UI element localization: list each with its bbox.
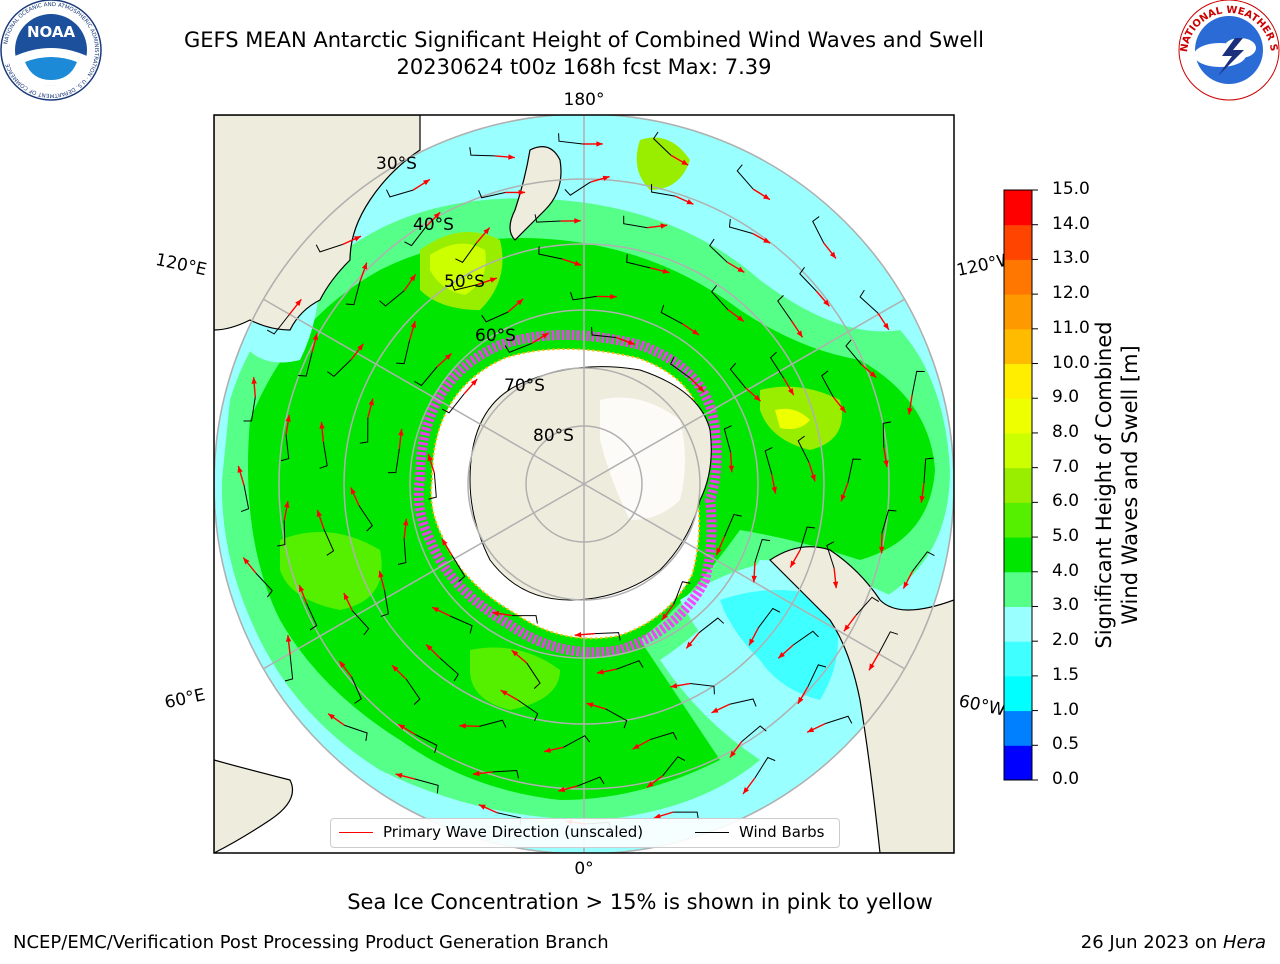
wave-direction-legend-label: Primary Wave Direction (unscaled)	[383, 823, 643, 841]
colorbar-segment	[1004, 468, 1032, 503]
colorbar-segment	[1004, 572, 1032, 607]
noaa-logo-text: NOAA	[27, 23, 76, 41]
colorbar-tick-label: 9.0	[1052, 387, 1079, 407]
colorbar-segment	[1004, 364, 1032, 399]
run-date-text: 26 Jun 2023 on	[1081, 932, 1223, 953]
colorbar-segment	[1004, 259, 1032, 294]
lon-label-180: 180°	[564, 90, 605, 110]
sea-ice-note: Sea Ice Concentration > 15% is shown in …	[0, 890, 1280, 914]
colorbar-segment	[1004, 606, 1032, 641]
colorbar-tick-label: 0.0	[1052, 769, 1079, 789]
colorbar-tick-label: 0.5	[1052, 734, 1079, 754]
colorbar-tick-label: 1.0	[1052, 700, 1079, 720]
map-area: 30°S 40°S 50°S 60°S 70°S 80°S	[214, 114, 954, 854]
colorbar-tick-label: 13.0	[1052, 248, 1090, 268]
lon-label-60w: 60°W	[957, 691, 1007, 720]
colorbar-segment	[1004, 190, 1032, 225]
machine-name: Hera	[1223, 932, 1266, 953]
colorbar-segment	[1004, 398, 1032, 433]
colorbar-tick-label: 7.0	[1052, 457, 1079, 477]
lat-label-60s: 60°S	[475, 326, 516, 346]
colorbar-tick-label: 5.0	[1052, 526, 1079, 546]
colorbar-tick-label: 3.0	[1052, 595, 1079, 615]
colorbar-segment	[1004, 711, 1032, 746]
colorbar-segment	[1004, 294, 1032, 329]
lat-label-80s: 80°S	[533, 426, 574, 446]
svg-text:NATIONAL WEATHER SERVICE: NATIONAL WEATHER SERVICE	[0, 0, 1279, 53]
nws-ring-text: NATIONAL WEATHER SERVICE	[0, 0, 1279, 53]
colorbar-segment	[1004, 745, 1032, 780]
colorbar-segment	[1004, 537, 1032, 572]
lon-label-0: 0°	[574, 859, 593, 879]
map-legend: Primary Wave Direction (unscaled) Wind B…	[330, 818, 840, 848]
wind-barb-legend-label: Wind Barbs	[739, 823, 824, 841]
colorbar-tick-label: 14.0	[1052, 214, 1090, 234]
lon-label-120e: 120°E	[154, 250, 209, 280]
colorbar-segment	[1004, 676, 1032, 711]
colorbar-segment	[1004, 502, 1032, 537]
nws-logo: NATIONAL WEATHER SERVICE	[0, 0, 1279, 100]
lat-label-70s: 70°S	[504, 376, 545, 396]
colorbar-segment	[1004, 433, 1032, 468]
colorbar-tick-label: 15.0	[1052, 179, 1090, 199]
lat-label-40s: 40°S	[413, 215, 454, 235]
colorbar-tick-label: 6.0	[1052, 491, 1079, 511]
colorbar-segment	[1004, 225, 1032, 260]
colorbar-tick-label: 2.0	[1052, 630, 1079, 650]
noaa-logo: NOAA NATIONAL OCEANIC AND ATMOSPHERIC AD…	[1, 0, 101, 100]
lon-label-60e: 60°E	[163, 685, 207, 713]
colorbar-label-line1: Significant Height of Combined	[1091, 321, 1117, 648]
colorbar-segment	[1004, 641, 1032, 676]
colorbar-tick-label: 4.0	[1052, 561, 1079, 581]
run-date: 26 Jun 2023 on Hera	[1081, 932, 1266, 953]
branch-credit: NCEP/EMC/Verification Post Processing Pr…	[13, 932, 609, 953]
lat-label-50s: 50°S	[444, 272, 485, 292]
colorbar-tick-label: 1.5	[1052, 665, 1079, 685]
lat-label-30s: 30°S	[376, 154, 417, 174]
colorbar-tick-label: 11.0	[1052, 318, 1090, 338]
colorbar-label-line2: Wind Waves and Swell [m]	[1117, 321, 1143, 648]
colorbar-tick-label: 8.0	[1052, 422, 1079, 442]
wave-direction-legend-line	[339, 832, 373, 833]
colorbar-segment	[1004, 329, 1032, 364]
wind-barb-legend-line	[695, 832, 729, 833]
colorbar-tick-label: 10.0	[1052, 353, 1090, 373]
colorbar-tick-label: 12.0	[1052, 283, 1090, 303]
colorbar	[1004, 190, 1038, 781]
